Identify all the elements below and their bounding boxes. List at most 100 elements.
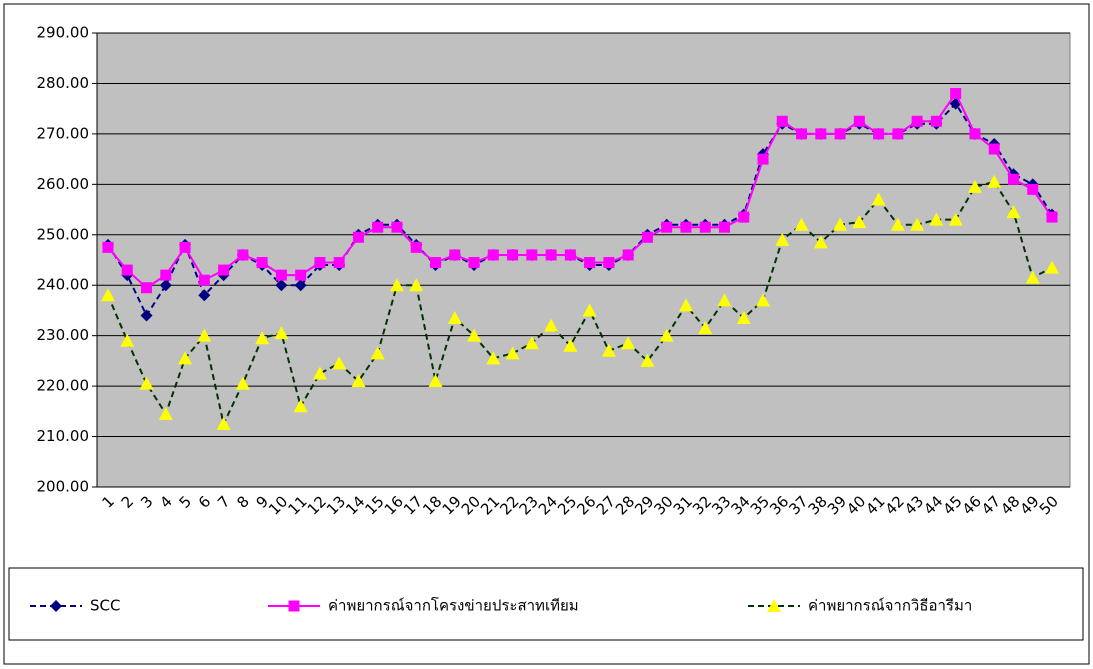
y-tick-label: 280.00 (37, 74, 90, 92)
data-point (988, 143, 1000, 155)
y-tick-label: 290.00 (37, 24, 90, 42)
data-point (699, 221, 711, 233)
data-point (987, 174, 1002, 188)
data-point (332, 356, 347, 370)
data-point (775, 232, 790, 246)
y-tick-label: 210.00 (37, 427, 90, 445)
data-point (198, 289, 211, 302)
data-point (967, 179, 982, 193)
data-point (911, 115, 923, 127)
data-point (736, 311, 751, 325)
data-point (449, 249, 461, 261)
data-point (218, 264, 230, 276)
data-point (314, 257, 326, 269)
data-point (813, 235, 828, 249)
data-point (601, 343, 616, 357)
data-point (120, 333, 135, 347)
data-point (524, 336, 539, 350)
data-point (179, 241, 191, 253)
data-point (641, 231, 653, 243)
data-point (505, 346, 520, 360)
legend-label: ค่าพยากรณ์จากวิธีอารีมา (808, 597, 972, 615)
data-point (853, 115, 865, 127)
legend-marker (767, 599, 781, 612)
y-tick-label: 270.00 (37, 124, 90, 142)
data-point (198, 274, 210, 286)
data-point (544, 318, 559, 332)
data-point (1006, 205, 1021, 219)
data-point (930, 115, 942, 127)
data-point (159, 279, 172, 292)
legend (8, 567, 1084, 641)
data-point (582, 303, 597, 317)
data-point (372, 221, 384, 233)
data-point (796, 128, 808, 140)
data-point (409, 278, 424, 292)
data-point (389, 278, 404, 292)
data-point (467, 328, 482, 342)
data-point (871, 192, 886, 206)
legend-marker (288, 600, 300, 612)
data-point (678, 298, 693, 312)
data-point (1025, 270, 1040, 284)
data-point (370, 346, 385, 360)
data-point (468, 257, 480, 269)
data-point (622, 249, 634, 261)
data-point (274, 326, 289, 340)
y-tick-label: 230.00 (37, 326, 90, 344)
data-point (178, 351, 193, 365)
data-point (892, 128, 904, 140)
data-point (640, 353, 655, 367)
data-point (140, 309, 153, 322)
legend-label: ค่าพยากรณ์จากโครงข่ายประสาทเทียม (328, 597, 579, 615)
data-point (794, 217, 809, 231)
y-tick-label: 240.00 (37, 276, 90, 294)
data-point (757, 153, 769, 165)
data-point (738, 211, 750, 223)
data-point (1045, 260, 1059, 274)
data-point (833, 217, 848, 231)
data-point (333, 257, 345, 269)
data-point (950, 88, 962, 100)
data-point (756, 293, 771, 307)
data-point (275, 269, 287, 281)
data-point (776, 115, 788, 127)
data-point (293, 399, 308, 413)
data-point (584, 257, 596, 269)
y-tick-label: 200.00 (37, 478, 90, 496)
data-point (929, 212, 944, 226)
data-point (815, 128, 827, 140)
data-point (1027, 183, 1039, 195)
data-point (545, 249, 557, 261)
y-tick-label: 260.00 (37, 175, 90, 193)
data-point (139, 376, 154, 390)
data-point (564, 249, 576, 261)
data-point (256, 257, 268, 269)
data-point (526, 249, 538, 261)
data-point (102, 241, 114, 253)
data-point (486, 351, 501, 365)
data-point (216, 416, 231, 430)
data-point (910, 217, 925, 231)
data-point (661, 221, 673, 233)
data-point (969, 128, 981, 140)
data-point (873, 128, 885, 140)
data-point (352, 231, 364, 243)
series-line (107, 180, 1053, 428)
data-point (890, 217, 905, 231)
data-point (158, 406, 173, 420)
data-point (410, 241, 422, 253)
data-point (275, 279, 288, 292)
data-point (507, 249, 519, 261)
data-point (698, 321, 713, 335)
data-point (235, 376, 250, 390)
data-point (834, 128, 846, 140)
data-point (237, 249, 249, 261)
data-point (312, 366, 327, 380)
data-point (1007, 173, 1019, 185)
legend-label: SCC (90, 597, 120, 615)
data-point (295, 269, 307, 281)
y-tick-label: 220.00 (37, 377, 90, 395)
